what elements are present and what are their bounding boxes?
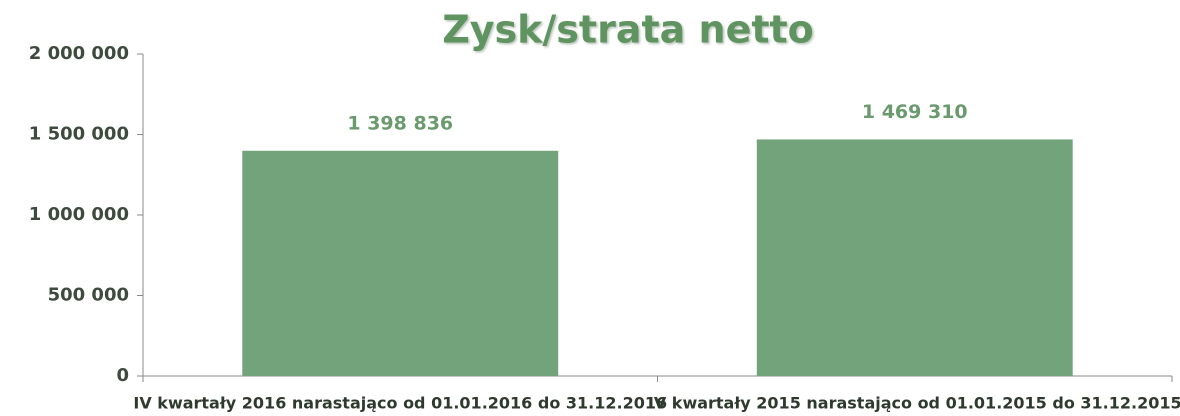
value-label: 1 398 836	[347, 112, 453, 134]
bar	[242, 150, 559, 376]
x-tick-label: IV kwartały 2015 narastająco od 01.01.20…	[648, 394, 1180, 413]
x-tick-label: IV kwartały 2016 narastająco od 01.01.20…	[133, 394, 667, 413]
y-tick-label: 1 000 000	[29, 204, 129, 225]
y-tick-label: 2 000 000	[29, 43, 129, 64]
value-label: 1 469 310	[862, 101, 968, 123]
y-tick-label: 500 000	[48, 285, 129, 306]
y-tick-label: 0	[116, 365, 129, 386]
bar	[756, 139, 1073, 376]
y-tick-label: 1 500 000	[29, 124, 129, 145]
chart-title: Zysk/strata netto	[442, 8, 814, 52]
